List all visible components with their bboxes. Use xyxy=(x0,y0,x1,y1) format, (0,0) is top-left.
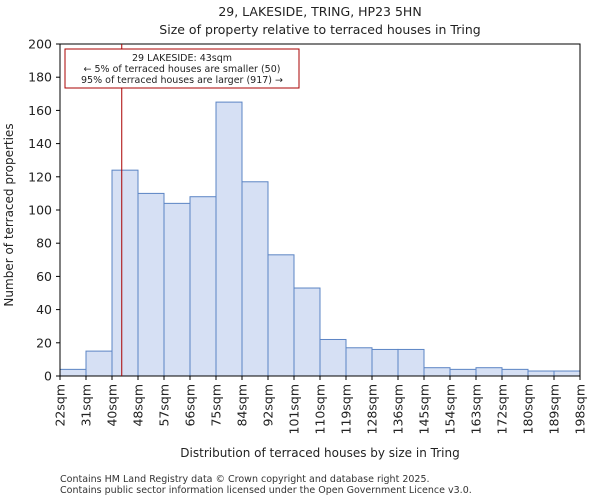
annotation-box: 29 LAKESIDE: 43sqm ← 5% of terraced hous… xyxy=(64,48,300,89)
y-tick-label: 0 xyxy=(44,369,52,384)
x-tick-label: 180sqm xyxy=(521,384,536,434)
x-tick-label: 110sqm xyxy=(313,384,328,434)
x-tick-label: 172sqm xyxy=(495,384,510,434)
x-tick-label: 84sqm xyxy=(235,384,250,427)
annotation-line-1: 29 LAKESIDE: 43sqm xyxy=(132,53,232,64)
x-tick-label: 92sqm xyxy=(261,384,276,427)
x-axis-label: Distribution of terraced houses by size … xyxy=(180,446,459,460)
y-axis-label: Number of terraced properties xyxy=(2,123,16,306)
histogram-bar xyxy=(293,287,321,377)
histogram-bar xyxy=(527,370,555,377)
histogram-bar xyxy=(137,192,165,377)
histogram-bar xyxy=(371,348,399,377)
chart-title: 29, LAKESIDE, TRING, HP23 5HN xyxy=(218,4,421,19)
x-tick-label: 22sqm xyxy=(53,384,68,427)
y-tick-label: 180 xyxy=(28,70,52,85)
annotation-line-3: 95% of terraced houses are larger (917) … xyxy=(81,75,283,86)
y-tick-label: 80 xyxy=(36,236,52,251)
histogram-bar xyxy=(475,367,503,377)
histogram-bar xyxy=(163,202,191,377)
x-tick-label: 128sqm xyxy=(365,384,380,434)
x-tick-label: 57sqm xyxy=(157,384,172,427)
y-tick-label: 20 xyxy=(36,335,52,350)
x-tick-label: 145sqm xyxy=(417,384,432,434)
x-tick-label: 136sqm xyxy=(391,384,406,434)
y-tick-label: 200 xyxy=(28,37,52,52)
histogram-bar xyxy=(449,368,477,377)
histogram-bar xyxy=(215,101,243,377)
histogram-chart: 29, LAKESIDE, TRING, HP23 5HN Size of pr… xyxy=(2,4,588,460)
x-tick-label: 40sqm xyxy=(105,384,120,427)
annotation-line-2: ← 5% of terraced houses are smaller (50) xyxy=(84,64,281,75)
histogram-bar xyxy=(267,254,295,377)
x-tick-label: 31sqm xyxy=(79,384,94,427)
x-tick-label: 101sqm xyxy=(287,384,302,434)
histogram-bar xyxy=(241,181,269,377)
histogram-bar xyxy=(397,348,425,377)
histogram-bar xyxy=(319,338,347,377)
y-tick-label: 40 xyxy=(36,302,52,317)
x-tick-label: 163sqm xyxy=(469,384,484,434)
x-tick-label: 198sqm xyxy=(573,384,588,434)
y-tick-label: 140 xyxy=(28,136,52,151)
x-tick-label: 75sqm xyxy=(209,384,224,427)
histogram-bar xyxy=(111,169,139,377)
x-tick-label: 189sqm xyxy=(547,384,562,434)
histogram-bar xyxy=(189,196,217,377)
x-tick-label: 66sqm xyxy=(183,384,198,427)
x-tick-label: 154sqm xyxy=(443,384,458,434)
x-tick-label: 119sqm xyxy=(339,384,354,434)
plot-frame xyxy=(59,43,581,377)
y-tick-label: 120 xyxy=(28,169,52,184)
x-tick-label: 48sqm xyxy=(131,384,146,427)
histogram-bar xyxy=(59,368,87,377)
y-tick-label: 160 xyxy=(28,103,52,118)
histogram-bar xyxy=(85,350,113,377)
y-tick-label: 60 xyxy=(36,269,52,284)
y-tick-label: 100 xyxy=(28,203,52,218)
chart-subtitle: Size of property relative to terraced ho… xyxy=(159,22,480,37)
histogram-bar xyxy=(345,347,373,377)
footer-copyright: Contains HM Land Registry data © Crown c… xyxy=(60,474,430,485)
histogram-bar xyxy=(501,368,529,377)
histogram-bar xyxy=(553,370,581,377)
footer-licence: Contains public sector information licen… xyxy=(60,485,472,496)
histogram-bar xyxy=(423,367,451,377)
